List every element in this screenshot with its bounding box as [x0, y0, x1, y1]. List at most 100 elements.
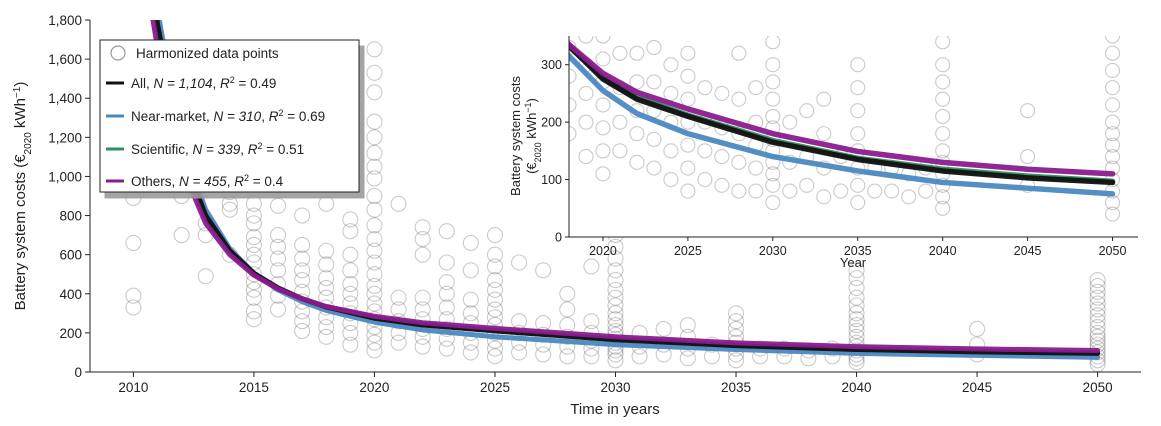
data-point [1089, 301, 1106, 318]
legend-oth-r-sup: 2 [244, 173, 249, 183]
y-tick-label: 0 [74, 365, 82, 380]
data-point [1089, 277, 1106, 295]
data-point [1089, 318, 1106, 336]
data-point [727, 320, 745, 338]
data-point [969, 320, 986, 338]
inset-data-point [578, 85, 594, 101]
data-point [318, 270, 335, 287]
x-tick-label: 2030 [600, 380, 630, 395]
inset-y-axis-label-line1: Battery system costs [508, 76, 523, 196]
data-point [727, 352, 745, 369]
inset-data-point [816, 126, 832, 142]
legend-all-name: All [131, 76, 146, 91]
inset-data-point [680, 68, 696, 84]
data-point [848, 262, 865, 279]
data-point [679, 317, 696, 334]
data-point [438, 340, 455, 357]
data-point [366, 187, 383, 205]
inset-data-point [595, 166, 611, 182]
data-point [1089, 313, 1106, 330]
inset-data-point [1104, 126, 1121, 142]
data-point [366, 334, 383, 351]
inset-data-point [680, 160, 696, 176]
inset-data-point [595, 143, 611, 159]
data-point [342, 262, 359, 279]
inset-y-tick-label: 100 [541, 173, 562, 187]
data-point [848, 322, 865, 339]
data-point [245, 207, 262, 224]
inset-data-point [731, 154, 747, 170]
data-point [366, 230, 383, 248]
legend-all-r: R [220, 76, 230, 91]
inset-data-point [1020, 149, 1036, 165]
data-point [535, 336, 552, 353]
y-tick-label: 1,800 [48, 13, 82, 28]
inset-data-point [697, 143, 713, 159]
y-tick-label: 200 [59, 326, 82, 341]
data-point [583, 258, 600, 275]
data-point [342, 324, 359, 341]
inset-data-point [629, 154, 645, 170]
inset-y-label-sup: −1 [523, 102, 533, 112]
inset-data-point [680, 183, 696, 199]
data-point [438, 299, 455, 316]
legend-sci-r: R [248, 142, 258, 157]
inset-data-point [782, 114, 798, 130]
inset-data-point [816, 189, 832, 205]
inset-data-point [850, 57, 866, 73]
data-point [342, 285, 359, 302]
data-point [438, 223, 455, 240]
data-point [607, 250, 624, 267]
data-point [245, 229, 262, 246]
data-point [414, 230, 431, 248]
inset-data-point [748, 183, 764, 199]
data-point [269, 262, 287, 279]
fit-line-others [150, 20, 1101, 353]
inset-data-point [748, 80, 764, 96]
data-point [269, 238, 287, 255]
data-point [1089, 307, 1106, 324]
inset-data-point [765, 166, 781, 182]
inset-data-point [663, 143, 679, 159]
inset-y-tick-label: 300 [541, 58, 562, 72]
inset-data-point [1104, 36, 1121, 44]
data-point [511, 313, 528, 330]
inset-panel: 0 100 200 300 2020 2025 2030 2035 2040 2045 2050 Y… [508, 36, 1138, 270]
y-axis-label-post: ) [12, 82, 29, 87]
inset-x-tick-label: 2030 [759, 244, 787, 258]
data-point [414, 246, 431, 263]
inset-x-tick-label: 2025 [674, 244, 702, 258]
data-point [366, 129, 383, 146]
legend-label-points: Harmonized data points [136, 46, 279, 61]
data-point [390, 334, 407, 351]
inset-axes: 0 100 200 300 2020 2025 2030 2035 2040 2045 2050 [541, 36, 1138, 258]
inset-data-point [765, 36, 781, 50]
inset-data-point [1020, 103, 1036, 119]
inset-data-point [884, 183, 900, 199]
data-point [366, 285, 383, 302]
data-point [607, 281, 624, 298]
data-point [1089, 289, 1106, 306]
data-point [486, 291, 504, 308]
data-point [366, 64, 383, 81]
data-point [342, 275, 359, 293]
legend-box [99, 39, 360, 193]
inset-data-point [1104, 97, 1121, 113]
data-point [221, 201, 238, 218]
data-point [390, 195, 407, 212]
data-point [438, 285, 455, 302]
legend-near-name: Near-market [131, 109, 206, 124]
data-point [269, 227, 287, 244]
inset-data-point [935, 74, 951, 90]
data-point [511, 344, 528, 361]
data-point [294, 250, 311, 267]
x-tick-label: 2025 [480, 380, 510, 395]
inset-data-point [935, 143, 951, 159]
data-point [631, 348, 648, 365]
inset-data-point [646, 74, 662, 90]
data-point [318, 328, 335, 345]
x-tick-label: 2035 [721, 380, 751, 395]
data-point [607, 272, 624, 289]
data-point [486, 301, 504, 318]
